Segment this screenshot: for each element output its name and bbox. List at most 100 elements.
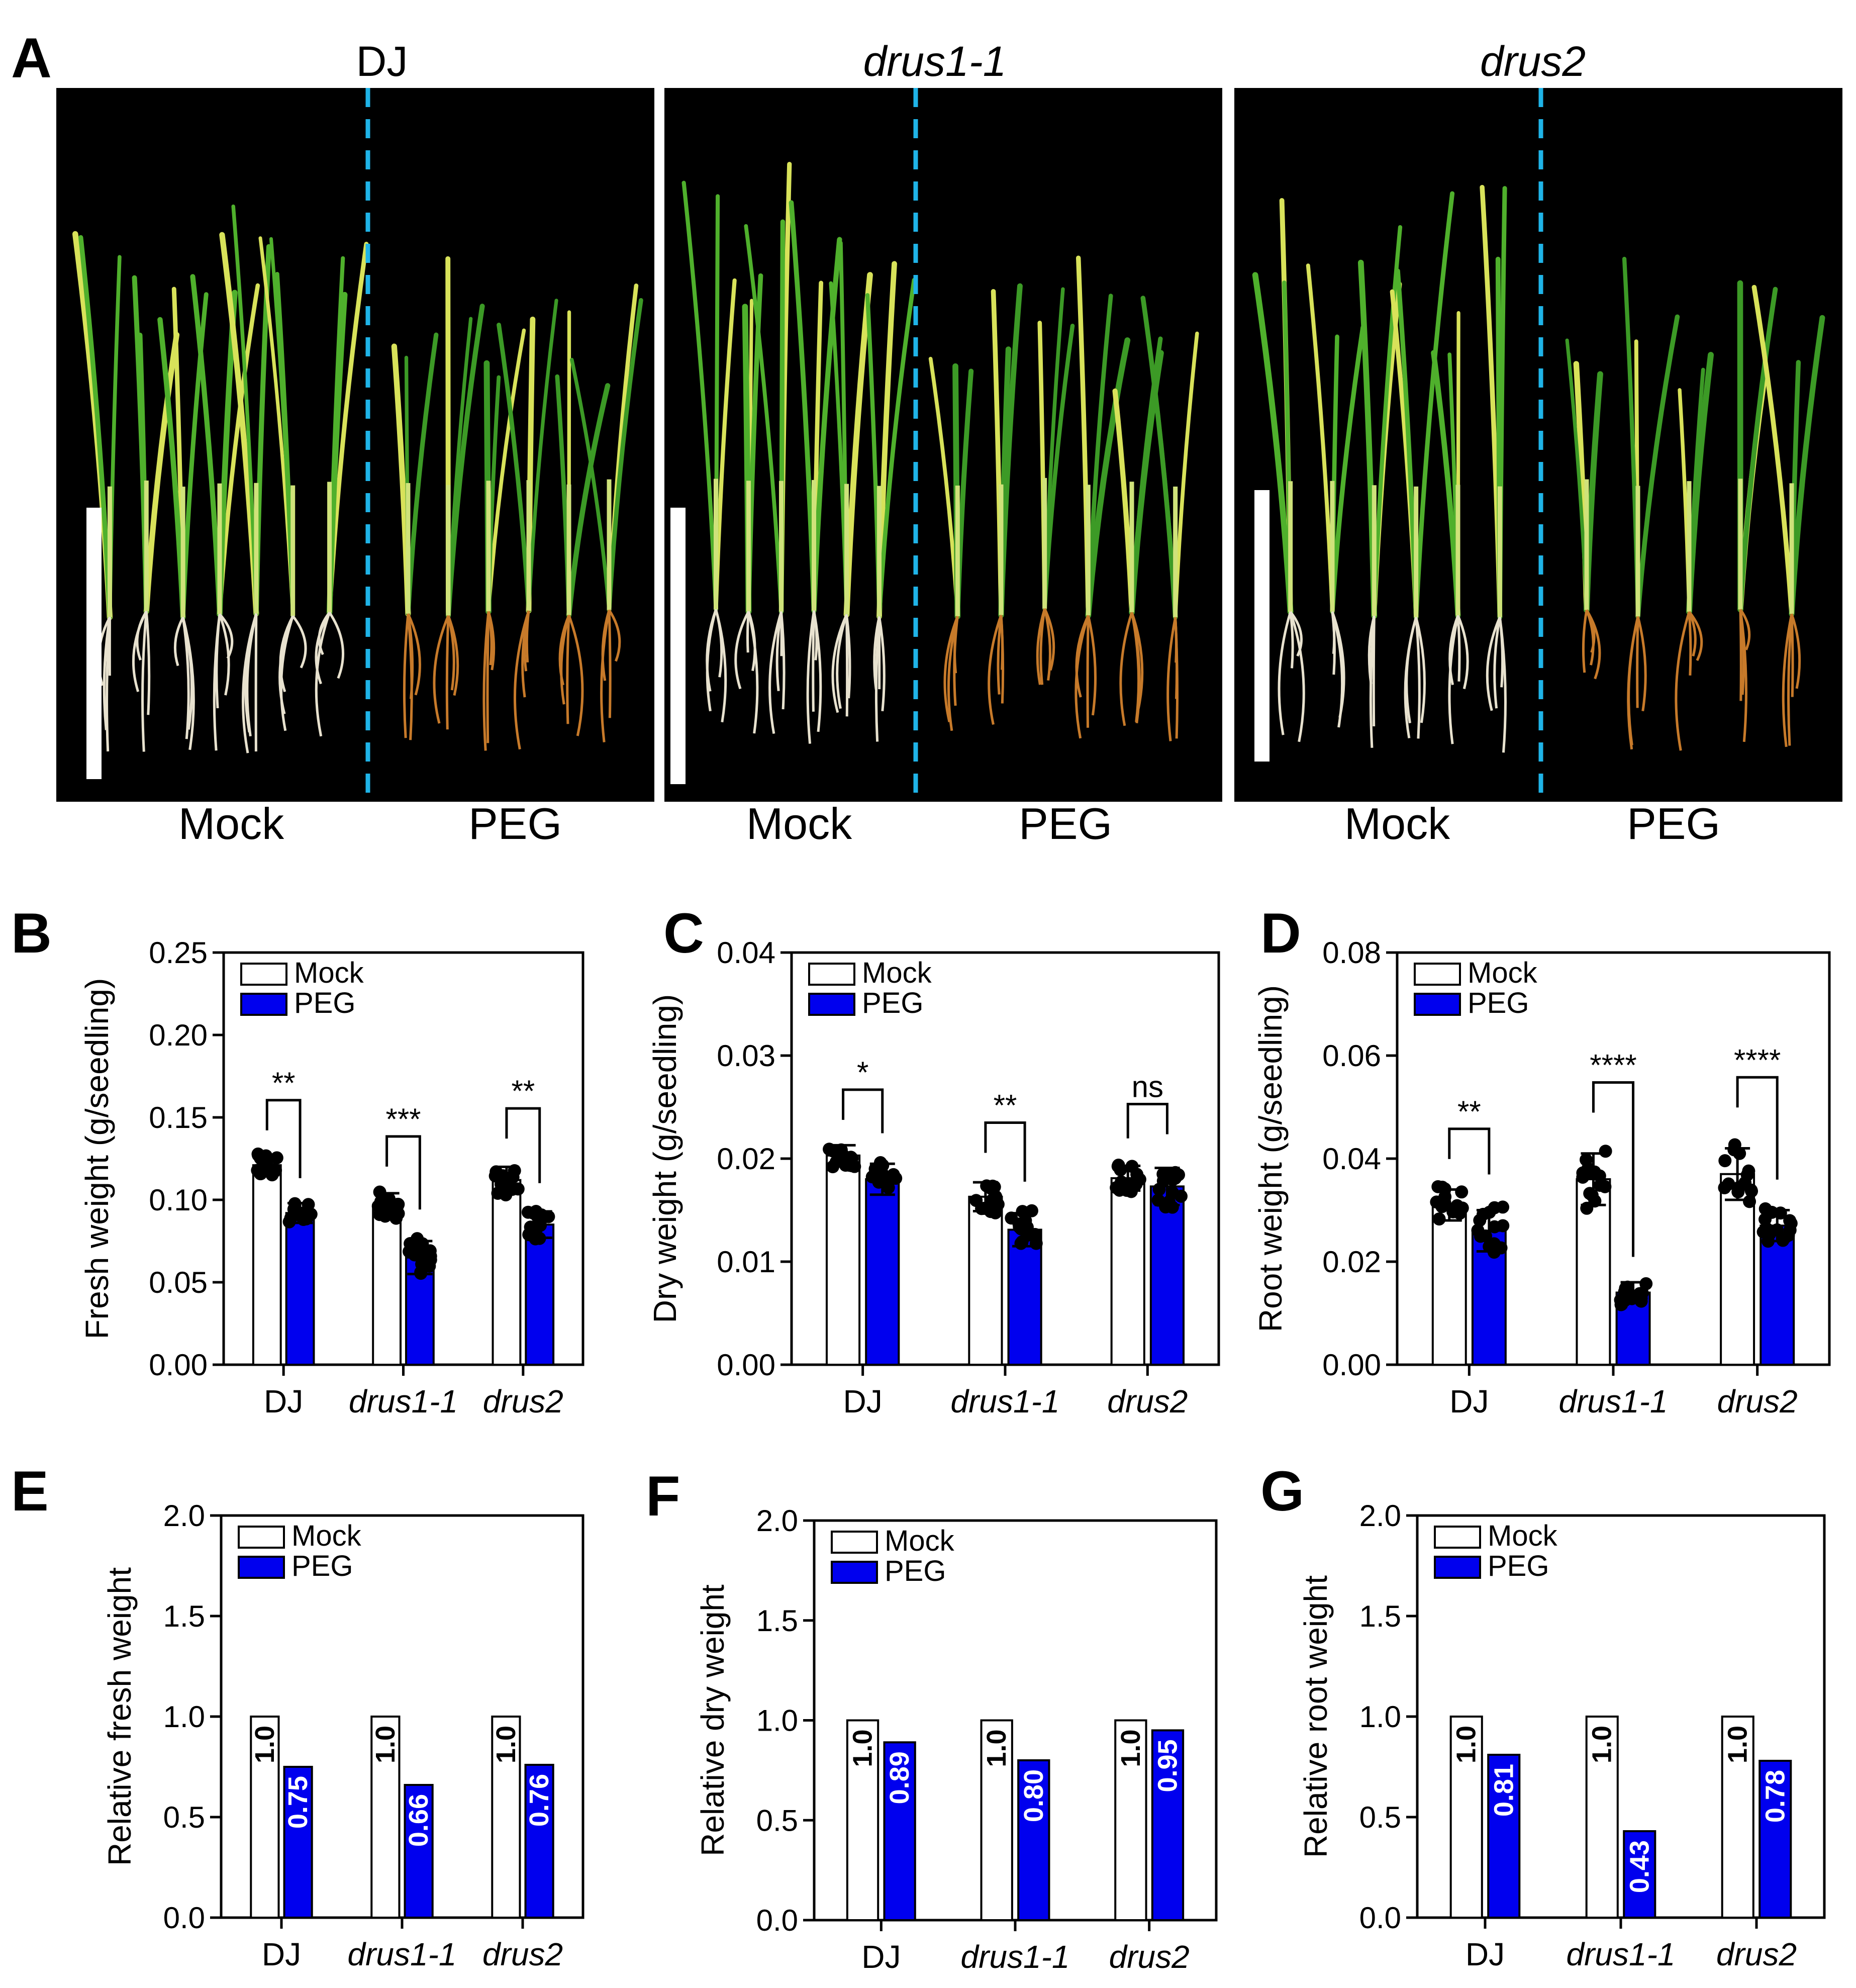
data-point <box>889 1172 903 1185</box>
y-tick-label: 2.0 <box>756 1504 798 1538</box>
peg-seedling <box>1036 287 1075 685</box>
chart-panel-b: B 0.00 0.05 0.10 0.15 0.20 0.25 Fresh weight (g… <box>11 902 584 1419</box>
data-point <box>287 1202 301 1216</box>
seedling-leaf <box>1414 191 1455 620</box>
bar-value-label: 0.95 <box>1152 1739 1183 1792</box>
seedling-root <box>181 617 195 750</box>
seedling-leaf <box>570 357 611 612</box>
y-tick-label: 1.0 <box>756 1704 798 1738</box>
seedling-leaf <box>1738 287 1778 612</box>
mock-seedling <box>1252 198 1305 742</box>
data-point <box>1473 1213 1487 1227</box>
peg-seedling <box>555 310 611 736</box>
seedling-leaf <box>190 274 223 617</box>
seedling-root <box>1278 611 1292 735</box>
mock-bar-DJ <box>1431 1204 1467 1366</box>
seedling-root <box>291 615 307 669</box>
legend-label-peg: PEG <box>291 1550 353 1582</box>
panel-letter-d: D <box>1260 902 1301 965</box>
x-tick-label: drus1-1 <box>1559 1383 1668 1419</box>
panel-letter-e: E <box>11 1460 49 1523</box>
mock-bar-drus1-1 <box>968 1195 1003 1366</box>
significance-bracket <box>1736 1076 1779 1180</box>
y-tick-label: 1.5 <box>756 1604 798 1638</box>
seedling-root <box>407 613 421 696</box>
seedling-root <box>1688 611 1692 676</box>
data-point <box>1580 1201 1594 1215</box>
peg-bar-drus2 <box>1759 1760 1792 1919</box>
data-point <box>1166 1186 1180 1199</box>
seedling-root <box>558 614 570 686</box>
seedling-root <box>315 612 331 737</box>
data-point <box>1722 1177 1735 1191</box>
peg-seedling <box>1675 352 1714 751</box>
bar-value-label: 0.76 <box>524 1774 554 1827</box>
data-point <box>1455 1201 1469 1215</box>
mock-bar-drus2 <box>1110 1177 1145 1366</box>
legend-swatch-peg <box>808 993 855 1016</box>
legend-swatch-peg <box>238 1556 285 1579</box>
mock-seedling <box>1306 263 1365 728</box>
y-axis-label: Relative root weight <box>1298 1575 1334 1858</box>
x-tick-label: drus1-1 <box>349 1383 458 1419</box>
y-tick-label: 0.15 <box>149 1101 208 1134</box>
mock-bar-DJ <box>825 1154 861 1366</box>
peg-bar-drus1-1 <box>404 1784 434 1919</box>
seedling-root <box>1130 612 1141 723</box>
peg-seedling <box>1565 338 1603 680</box>
mock-bar-drus1-1 <box>372 1203 402 1366</box>
seedling-leaf <box>811 237 842 613</box>
mock-seedling <box>1390 191 1455 739</box>
photo-label-drus1-1-peg: PEG <box>1019 799 1112 848</box>
seedling-root <box>141 611 148 752</box>
legend-swatch-peg <box>240 993 287 1016</box>
photo-label-drus2-mock: Mock <box>1344 799 1450 848</box>
legend-label-peg: PEG <box>885 1555 946 1587</box>
panel-letter-c: C <box>663 902 704 965</box>
seedling-leaf <box>607 298 643 613</box>
y-tick-label: 1.0 <box>1359 1700 1401 1734</box>
y-tick-label: 0.20 <box>149 1018 208 1052</box>
y-axis-label: Relative fresh weight <box>102 1567 138 1866</box>
peg-seedling <box>988 283 1023 725</box>
data-point <box>1455 1185 1469 1199</box>
data-point <box>1615 1298 1628 1311</box>
photo-label-dj-mock: Mock <box>178 799 284 848</box>
seedling-root <box>1000 615 1005 704</box>
data-point <box>1128 1178 1142 1191</box>
legend-label-mock: Mock <box>885 1525 955 1557</box>
mock-seedling <box>734 273 763 734</box>
y-axis-label: Root weight (g/seedling) <box>1252 985 1289 1332</box>
scale-bar <box>670 508 686 784</box>
mock-bar-drus1-1 <box>1585 1716 1619 1919</box>
seedling-root <box>1415 617 1421 739</box>
photo-label-dj-peg: PEG <box>468 799 562 848</box>
seedling-drawing-drus2 <box>1252 88 1825 802</box>
panel-letter-b: B <box>11 902 52 965</box>
significance-bracket <box>1448 1127 1491 1175</box>
data-point <box>1742 1164 1755 1178</box>
x-tick-label: DJ <box>861 1939 901 1975</box>
seedling-root <box>1627 616 1639 745</box>
seedling-leaf <box>1751 285 1794 617</box>
bar-value-label: 0.80 <box>1019 1769 1049 1822</box>
peg-bar-DJ <box>865 1178 900 1366</box>
peg-bar-drus1-1 <box>1017 1759 1050 1921</box>
data-point <box>1599 1145 1612 1158</box>
seedling-root <box>746 611 750 653</box>
seedling-root <box>514 610 530 750</box>
y-axis-label: Fresh weight (g/seedling) <box>79 978 115 1340</box>
seedling-root <box>1739 608 1751 650</box>
data-point <box>1020 1228 1034 1242</box>
y-tick-label: 0.00 <box>149 1348 208 1382</box>
seedling-leaf <box>877 277 917 619</box>
seedling-leaf <box>1042 324 1075 611</box>
y-tick-label: 0.05 <box>149 1266 208 1299</box>
significance-label: ns <box>1132 1070 1163 1104</box>
seedling-root <box>831 614 848 713</box>
y-tick-label: 0.02 <box>1322 1245 1381 1279</box>
seedling-root <box>601 609 611 681</box>
y-tick-label: 2.0 <box>1359 1499 1401 1533</box>
legend-swatch-mock <box>1414 963 1461 986</box>
bar-value-label: 1.0 <box>491 1726 521 1763</box>
